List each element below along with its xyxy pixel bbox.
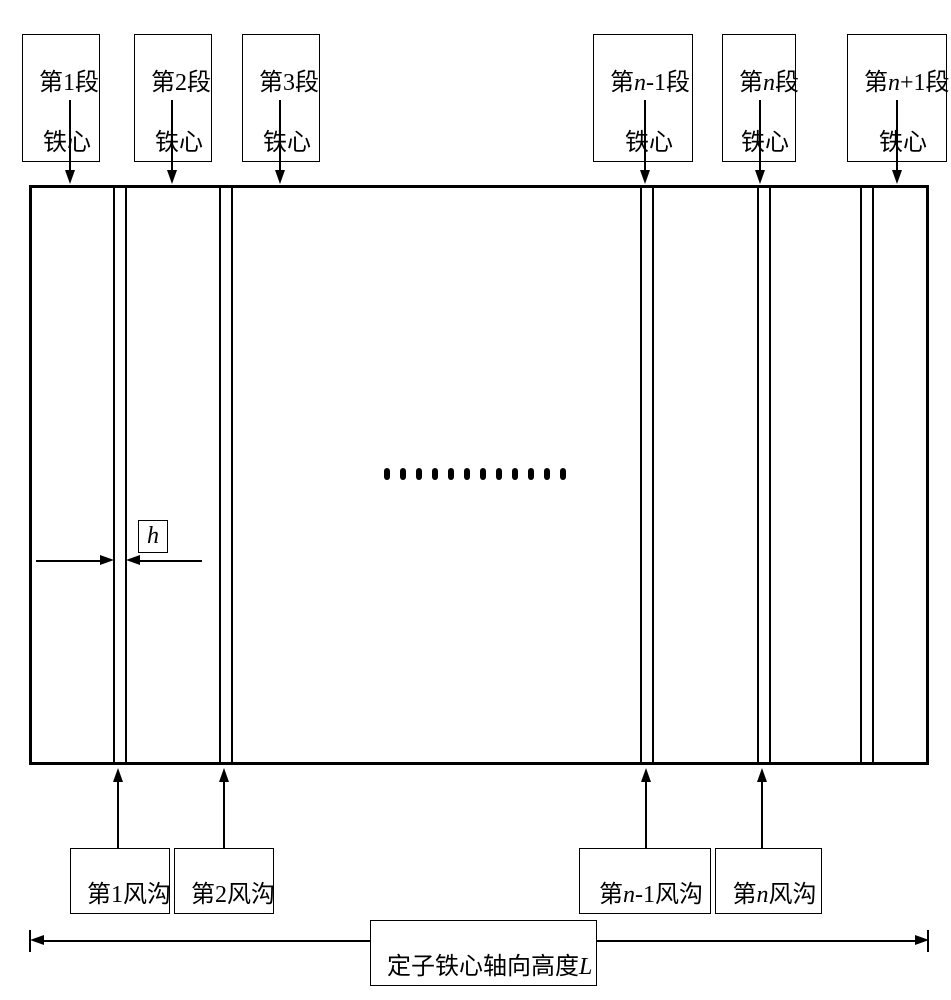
slot-line <box>769 188 771 762</box>
arrow-down-icon <box>167 170 177 184</box>
arrow-shaft <box>645 780 647 848</box>
top-label-text: 第1段 <box>39 70 99 96</box>
arrow-shaft <box>171 100 173 172</box>
bottom-label-text: 第1风沟 <box>87 882 171 908</box>
arrow-shaft <box>279 100 281 172</box>
h-dim-line-right <box>140 560 202 562</box>
slot-line <box>113 188 115 762</box>
gap-width-label: h <box>138 520 168 553</box>
arrow-right-icon <box>100 555 114 565</box>
slot-line <box>757 188 759 762</box>
top-label-text2: 铁心 <box>879 130 927 156</box>
arrow-shaft <box>759 100 761 172</box>
arrow-down-icon <box>892 170 902 184</box>
arrow-left-icon <box>30 935 44 945</box>
arrow-shaft <box>896 100 898 172</box>
arrow-shaft <box>644 100 646 172</box>
top-label-1: 第1段 铁心 <box>22 34 100 162</box>
arrow-shaft <box>761 780 763 848</box>
arrow-down-icon <box>65 170 75 184</box>
arrow-shaft <box>69 100 71 172</box>
top-label-text: 第2段 <box>151 70 211 96</box>
arrow-down-icon <box>640 170 650 184</box>
arrow-up-icon <box>757 768 767 782</box>
arrow-up-icon <box>113 768 123 782</box>
top-label-3: 第3段 铁心 <box>242 34 320 162</box>
bottom-label-1: 第1风沟 <box>70 848 170 914</box>
ellipsis-dots <box>360 468 590 480</box>
arrow-down-icon <box>755 170 765 184</box>
slot-line <box>231 188 233 762</box>
top-label-text: 第3段 <box>259 70 319 96</box>
L-dim-label: 定子铁心轴向高度L <box>370 920 597 986</box>
top-label-text2: 铁心 <box>155 130 203 156</box>
bottom-label-text: 第n风沟 <box>733 882 817 908</box>
slot-line <box>219 188 221 762</box>
bottom-label-n-1: 第n-1风沟 <box>579 848 711 914</box>
arrow-up-icon <box>219 768 229 782</box>
arrow-right-icon <box>915 935 929 945</box>
bottom-label-text: 第2风沟 <box>191 882 275 908</box>
top-label-text2: 铁心 <box>625 130 673 156</box>
top-label-n-1: 第n-1段 铁心 <box>593 34 693 162</box>
slot-line <box>125 188 127 762</box>
h-dim-line-left <box>36 560 100 562</box>
top-label-text2: 铁心 <box>741 130 789 156</box>
bottom-label-n: 第n风沟 <box>715 848 822 914</box>
bottom-label-text: 第n-1风沟 <box>599 882 703 908</box>
top-label-text2: 铁心 <box>263 130 311 156</box>
top-label-text: 第n段 <box>739 70 799 96</box>
arrow-down-icon <box>275 170 285 184</box>
top-label-text2: 铁心 <box>43 130 91 156</box>
gap-width-text: h <box>147 523 159 549</box>
slot-line <box>872 188 874 762</box>
arrow-shaft <box>223 780 225 848</box>
top-label-text: 第n-1段 <box>610 70 690 96</box>
slot-line <box>860 188 862 762</box>
arrow-up-icon <box>641 768 651 782</box>
bottom-label-2: 第2风沟 <box>174 848 274 914</box>
top-label-text: 第n+1段 <box>864 70 950 96</box>
top-label-2: 第2段 铁心 <box>134 34 212 162</box>
arrow-shaft <box>117 780 119 848</box>
slot-line <box>640 188 642 762</box>
L-dim-text: 定子铁心轴向高度L <box>387 954 592 980</box>
arrow-left-icon <box>126 555 140 565</box>
slot-line <box>652 188 654 762</box>
